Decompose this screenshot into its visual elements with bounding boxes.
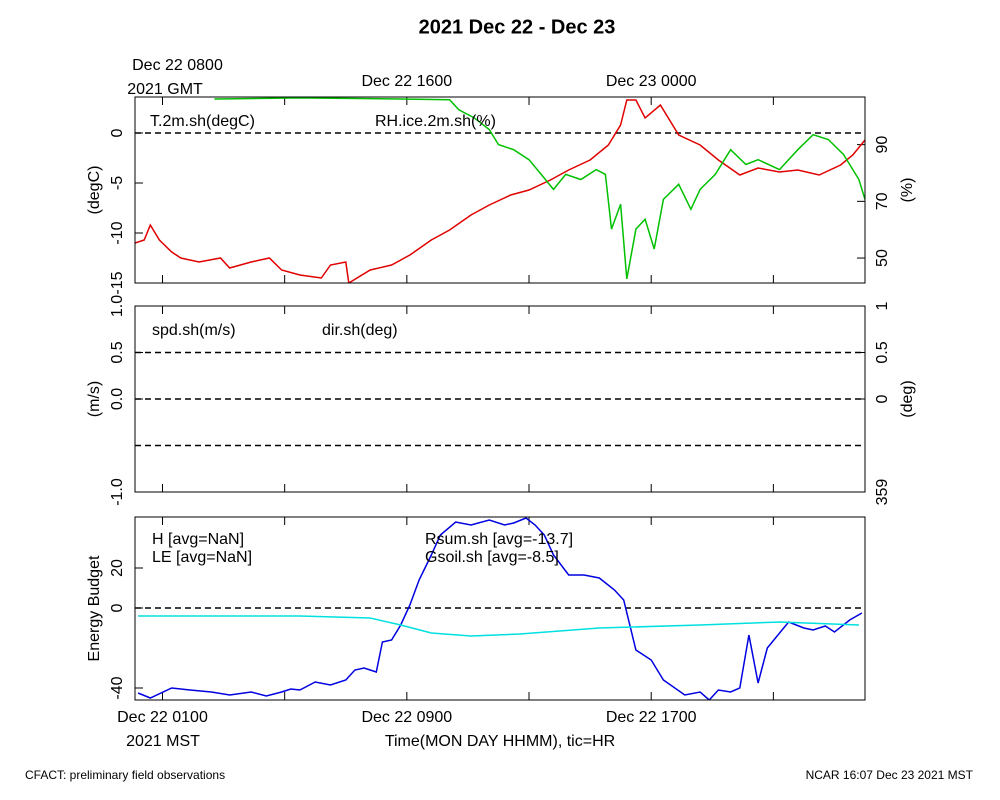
y2-tick-label: 359 — [874, 479, 891, 506]
x-tick-label: Dec 22 0100 — [117, 709, 208, 726]
y-tick-label: -40 — [109, 676, 126, 699]
top-x-axis-label: 2021 GMT — [127, 81, 203, 98]
y-tick-label: 0.5 — [109, 341, 126, 363]
y-axis-label: (m/s) — [86, 381, 103, 417]
top-x-tick-label: Dec 22 0800 — [132, 57, 223, 74]
y-axis-label: (degC) — [86, 166, 103, 215]
x-axis-label: Time(MON DAY HHMM), tic=HR — [385, 733, 615, 750]
top-x-tick-label: Dec 23 0000 — [606, 73, 697, 90]
plot-frame — [134, 516, 866, 701]
chart-title: 2021 Dec 22 - Dec 23 — [419, 16, 616, 38]
top-x-tick-label: Dec 22 1600 — [361, 73, 452, 90]
y-axis-label: Energy Budget — [86, 555, 103, 661]
y2-tick-label: 90 — [874, 136, 891, 154]
legend-label: T.2m.sh(degC) — [150, 113, 255, 130]
legend-label: dir.sh(deg) — [322, 322, 398, 339]
footer-left: CFACT: preliminary field observations — [25, 768, 225, 782]
y2-tick-label: 1 — [874, 301, 891, 310]
legend-label: LE [avg=NaN] — [152, 549, 252, 566]
footer-right: NCAR 16:07 Dec 23 2021 MST — [806, 768, 974, 782]
y2-tick-label: 0.5 — [874, 341, 891, 363]
y2-axis-label: (%) — [899, 178, 916, 203]
legend-label: RH.ice.2m.sh(%) — [375, 113, 496, 130]
y-tick-label: 20 — [109, 559, 126, 577]
x-tick-label: Dec 22 1700 — [606, 709, 697, 726]
plot-frame — [134, 96, 866, 284]
x-tick-label: Dec 22 0900 — [361, 709, 452, 726]
y-tick-label: 0 — [109, 603, 126, 612]
legend-label: Rsum.sh [avg=-13.7] — [425, 531, 573, 548]
y2-tick-label: 0 — [874, 394, 891, 403]
plot-frame — [134, 305, 866, 493]
y-tick-label: -5 — [109, 176, 126, 190]
y-tick-label: 0.0 — [109, 388, 126, 410]
y-tick-label: -15 — [109, 271, 126, 294]
legend-label: Gsoil.sh [avg=-8.5] — [425, 549, 559, 566]
series-line — [138, 615, 859, 637]
y-tick-label: 1.0 — [109, 295, 126, 317]
y-tick-label: -1.0 — [109, 478, 126, 506]
series-line — [135, 99, 865, 283]
series-line — [137, 517, 863, 700]
y2-tick-label: 50 — [874, 249, 891, 267]
legend-label: spd.sh(m/s) — [152, 322, 236, 339]
legend-label: H [avg=NaN] — [152, 531, 244, 548]
y-tick-label: 0 — [109, 128, 126, 137]
y2-axis-label: (deg) — [899, 380, 916, 417]
y2-tick-label: 70 — [874, 192, 891, 210]
y-tick-label: -10 — [109, 221, 126, 244]
x-axis-prefix: 2021 MST — [126, 733, 200, 750]
series-line — [214, 97, 865, 280]
